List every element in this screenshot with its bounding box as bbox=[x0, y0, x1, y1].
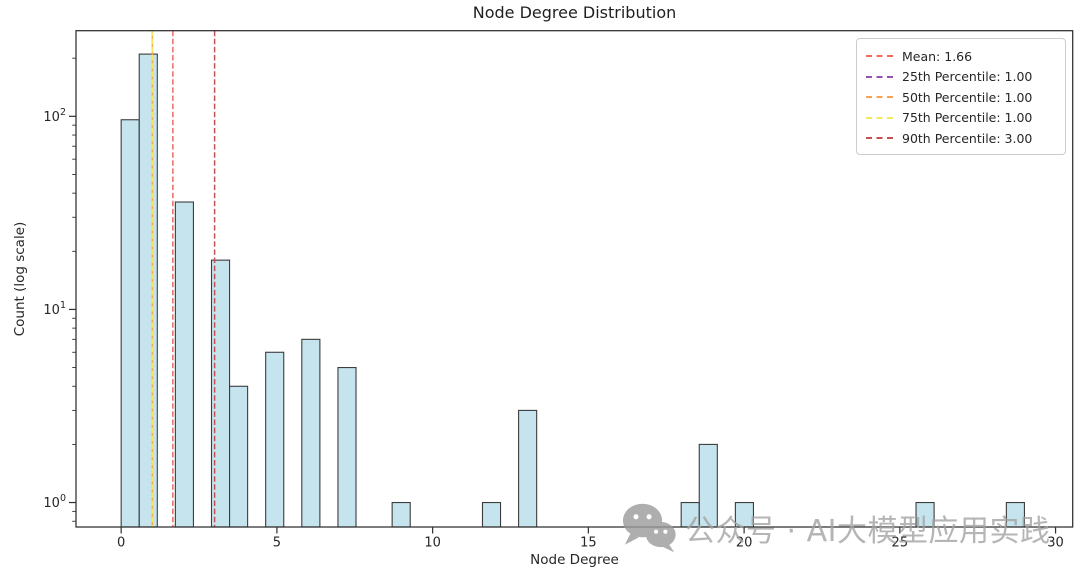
legend-label: 75th Percentile: 1.00 bbox=[902, 110, 1033, 125]
x-tick-label: 20 bbox=[736, 536, 753, 551]
histogram-bar bbox=[265, 351, 285, 528]
histogram-bar bbox=[174, 201, 194, 528]
histogram-bar bbox=[1005, 501, 1025, 528]
legend-label: 90th Percentile: 3.00 bbox=[902, 130, 1033, 146]
legend-item-p50: 50th Percentile: 1.00 bbox=[866, 87, 1056, 107]
histogram-bar bbox=[698, 443, 718, 528]
x-tick-label: 30 bbox=[1047, 536, 1064, 551]
y-tick-label: 102 bbox=[43, 107, 66, 125]
y-tick-label: 101 bbox=[43, 300, 66, 318]
x-tick-label: 25 bbox=[892, 536, 909, 551]
y-tick-label: 100 bbox=[43, 493, 66, 511]
histogram-bar bbox=[481, 501, 502, 528]
histogram-bar bbox=[391, 501, 411, 528]
legend-label: Mean: 1.66 bbox=[902, 48, 973, 64]
x-tick-label: 15 bbox=[580, 536, 597, 551]
histogram-bar bbox=[229, 385, 249, 528]
histogram-bar bbox=[337, 367, 357, 528]
legend-label: 25th Percentile: 1.00 bbox=[902, 69, 1033, 84]
legend: Mean: 1.66 25th Percentile: 1.00 50th Pe… bbox=[856, 38, 1066, 155]
p25-line-swatch bbox=[866, 75, 893, 78]
x-tick-label: 5 bbox=[273, 536, 281, 551]
legend-label: 50th Percentile: 1.00 bbox=[902, 89, 1033, 105]
histogram-bar bbox=[915, 501, 935, 528]
histogram-bar bbox=[734, 501, 755, 528]
legend-item-p90: 90th Percentile: 3.00 bbox=[866, 128, 1056, 148]
histogram-bar bbox=[301, 338, 321, 528]
histogram-bar bbox=[120, 119, 140, 528]
chart-title: Node Degree Distribution bbox=[472, 3, 677, 22]
histogram-bar bbox=[680, 501, 700, 528]
x-tick-label: 0 bbox=[117, 536, 125, 551]
p90-line-swatch bbox=[866, 137, 893, 139]
legend-item-p25: 25th Percentile: 1.00 bbox=[866, 67, 1056, 87]
p50-line-swatch bbox=[866, 96, 893, 98]
x-axis-label: Node Degree bbox=[530, 552, 619, 568]
y-axis-label: Count (log scale) bbox=[12, 221, 28, 337]
histogram-bar bbox=[518, 409, 538, 528]
axes-spines bbox=[75, 30, 1074, 528]
legend-item-p75: 75th Percentile: 1.00 bbox=[866, 108, 1056, 128]
p75-line-swatch bbox=[866, 116, 893, 119]
x-tick-label: 10 bbox=[424, 536, 441, 551]
histogram-bar bbox=[138, 53, 158, 528]
legend-item-mean: Mean: 1.66 bbox=[866, 46, 1056, 66]
mean-line-swatch bbox=[866, 55, 893, 57]
